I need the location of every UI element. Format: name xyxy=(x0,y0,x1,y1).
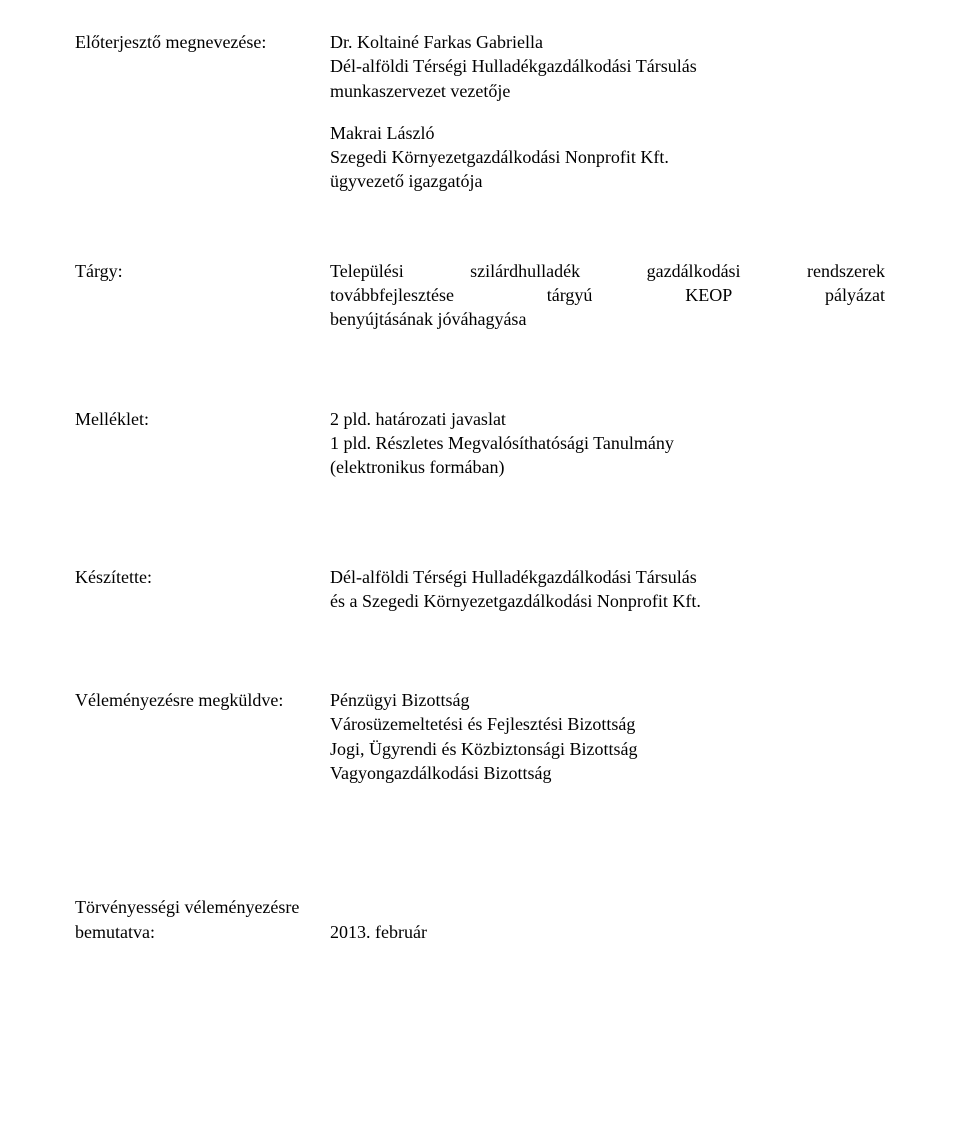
legality-label-line1: Törvényességi véleményezésre xyxy=(75,895,885,919)
subject-line2-word4: pályázat xyxy=(825,283,885,307)
subject-line2-word3: KEOP xyxy=(685,283,732,307)
legality-value: 2013. február xyxy=(330,920,427,944)
sent-for-review-line1: Pénzügyi Bizottság xyxy=(330,688,885,712)
submitter-value: Dr. Koltainé Farkas Gabriella Dél-alföld… xyxy=(330,30,885,194)
subject-line2-word1: továbbfejlesztése xyxy=(330,283,454,307)
subject-section: Tárgy: Települési szilárdhulladék gazdál… xyxy=(75,259,885,332)
subject-line1-word4: rendszerek xyxy=(807,259,885,283)
attachment-label-text: Melléklet: xyxy=(75,409,149,429)
sent-for-review-label: Véleményezésre megküldve: xyxy=(75,688,330,785)
subject-line1-word1: Települési xyxy=(330,259,404,283)
attachment-line1: 2 pld. határozati javaslat xyxy=(330,407,885,431)
subject-line2-word2: tárgyú xyxy=(547,283,593,307)
sent-for-review-section: Véleményezésre megküldve: Pénzügyi Bizot… xyxy=(75,688,885,785)
spacer xyxy=(330,103,885,121)
sent-for-review-line3: Jogi, Ügyrendi és Közbiztonsági Bizottsá… xyxy=(330,737,885,761)
subject-label: Tárgy: xyxy=(75,259,330,332)
submitter-person1-org: Dél-alföldi Térségi Hulladékgazdálkodási… xyxy=(330,54,885,78)
attachment-line3: (elektronikus formában) xyxy=(330,455,885,479)
submitter-section: Előterjesztő megnevezése: Dr. Koltainé F… xyxy=(75,30,885,194)
submitter-person1-name: Dr. Koltainé Farkas Gabriella xyxy=(330,30,885,54)
sent-for-review-line2: Városüzemeltetési és Fejlesztési Bizotts… xyxy=(330,712,885,736)
prepared-by-section: Készítette: Dél-alföldi Térségi Hulladék… xyxy=(75,565,885,614)
legality-row: bemutatva: 2013. február xyxy=(75,920,885,944)
submitter-person2-title: ügyvezető igazgatója xyxy=(330,169,885,193)
prepared-by-line2: és a Szegedi Környezetgazdálkodási Nonpr… xyxy=(330,589,885,613)
submitter-person2-name: Makrai László xyxy=(330,121,885,145)
submitter-person1-title: munkaszervezet vezetője xyxy=(330,79,885,103)
attachment-line2: 1 pld. Részletes Megvalósíthatósági Tanu… xyxy=(330,431,885,455)
attachment-value: 2 pld. határozati javaslat 1 pld. Részle… xyxy=(330,407,885,480)
subject-label-text: Tárgy: xyxy=(75,261,123,281)
prepared-by-label-text: Készítette: xyxy=(75,567,152,587)
subject-value: Települési szilárdhulladék gazdálkodási … xyxy=(330,259,885,332)
subject-line2: továbbfejlesztése tárgyú KEOP pályázat xyxy=(330,283,885,307)
sent-for-review-label-text: Véleményezésre megküldve: xyxy=(75,690,283,710)
sent-for-review-value: Pénzügyi Bizottság Városüzemeltetési és … xyxy=(330,688,885,785)
subject-line1-word2: szilárdhulladék xyxy=(470,259,580,283)
attachment-label: Melléklet: xyxy=(75,407,330,480)
prepared-by-value: Dél-alföldi Térségi Hulladékgazdálkodási… xyxy=(330,565,885,614)
prepared-by-label: Készítette: xyxy=(75,565,330,614)
legality-section: Törvényességi véleményezésre bemutatva: … xyxy=(75,895,885,944)
attachment-section: Melléklet: 2 pld. határozati javaslat 1 … xyxy=(75,407,885,480)
submitter-label-text: Előterjesztő megnevezése: xyxy=(75,32,266,52)
legality-label-line2: bemutatva: xyxy=(75,920,330,944)
submitter-person2-org: Szegedi Környezetgazdálkodási Nonprofit … xyxy=(330,145,885,169)
submitter-label: Előterjesztő megnevezése: xyxy=(75,30,330,194)
subject-line1: Települési szilárdhulladék gazdálkodási … xyxy=(330,259,885,283)
sent-for-review-line4: Vagyongazdálkodási Bizottság xyxy=(330,761,885,785)
subject-line3: benyújtásának jóváhagyása xyxy=(330,307,885,331)
subject-line1-word3: gazdálkodási xyxy=(647,259,741,283)
prepared-by-line1: Dél-alföldi Térségi Hulladékgazdálkodási… xyxy=(330,565,885,589)
